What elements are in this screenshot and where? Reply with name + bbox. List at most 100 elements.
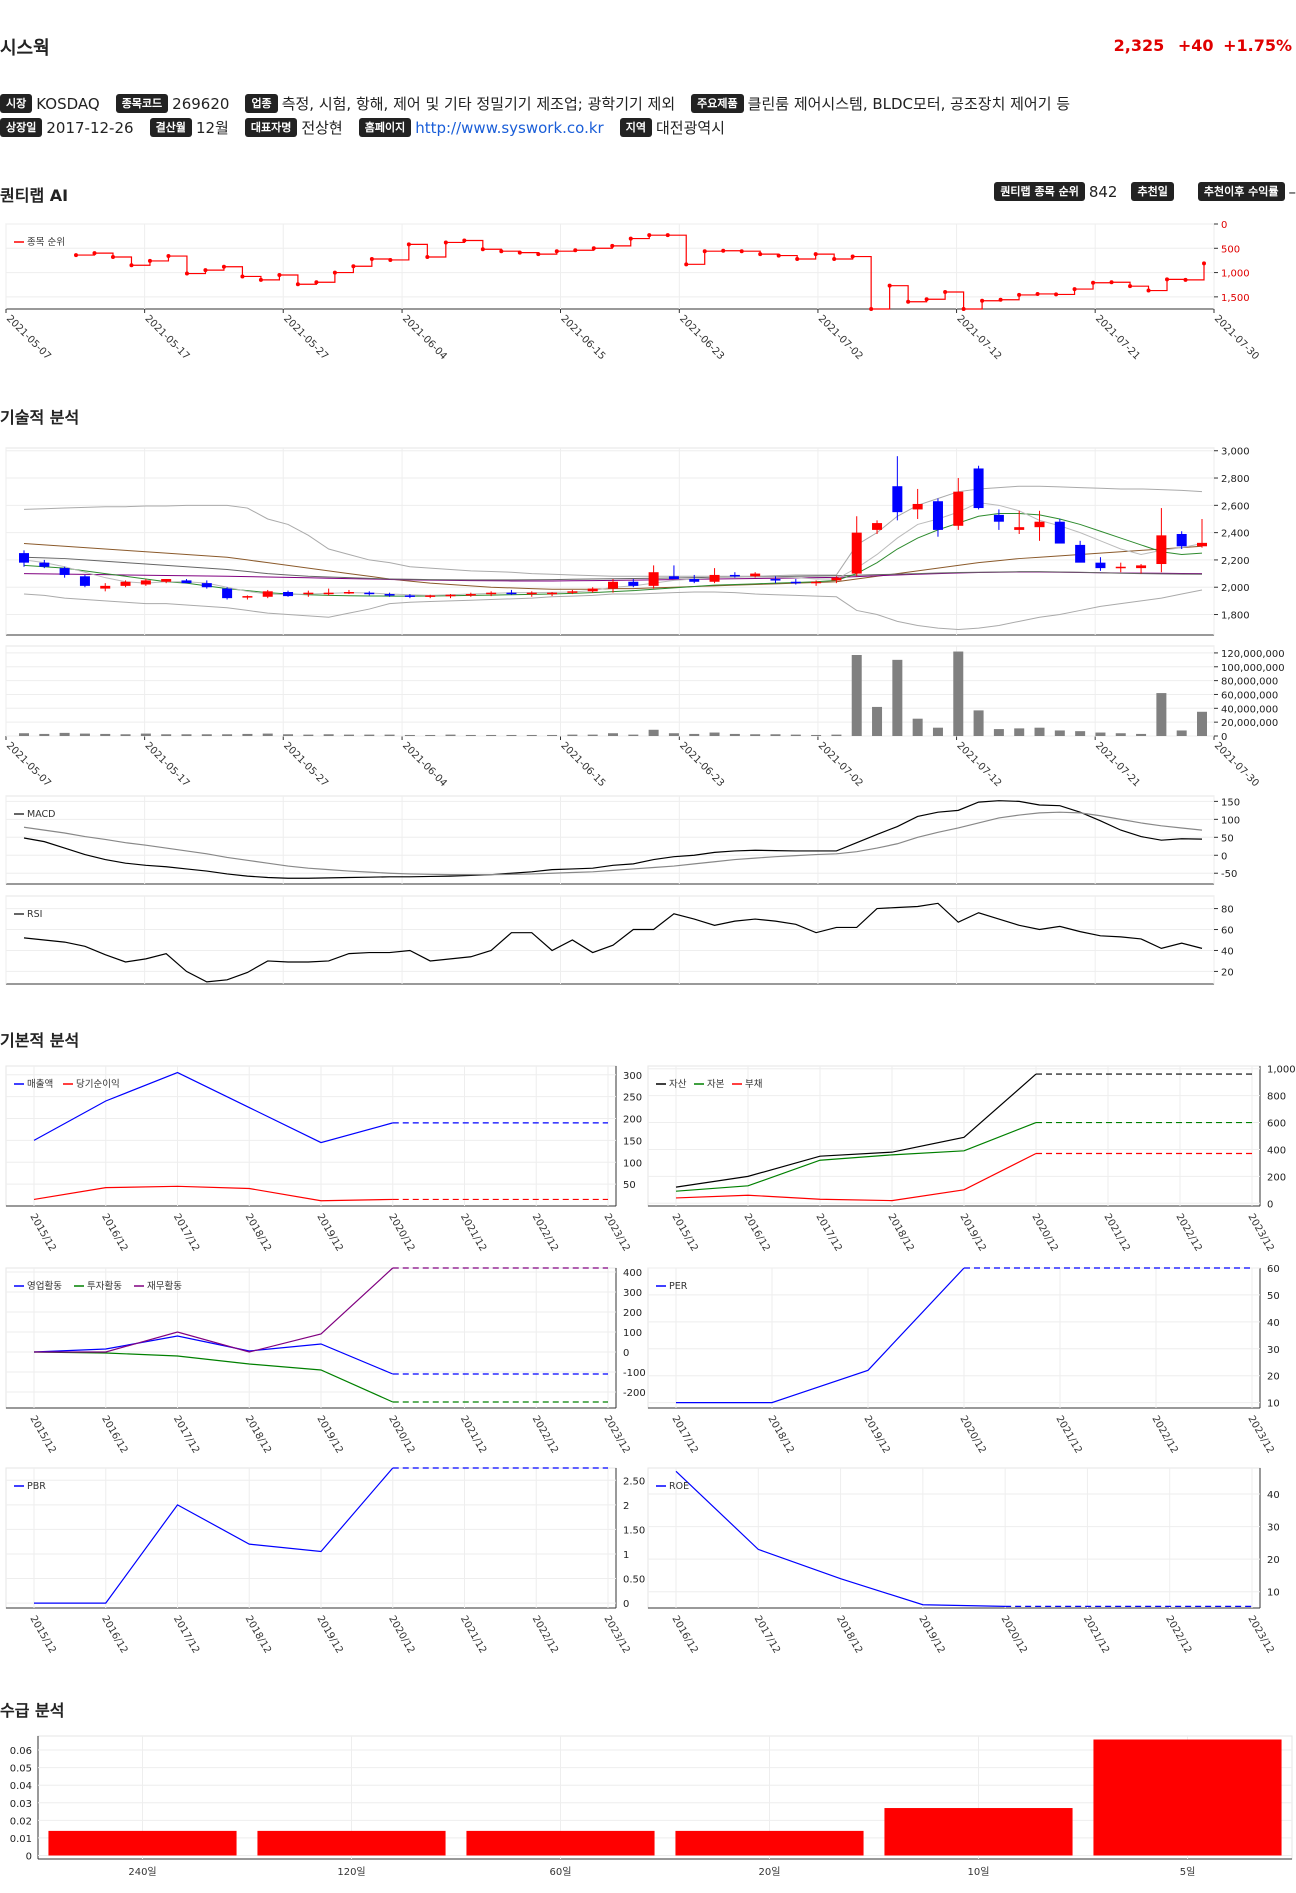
price-candle-body — [79, 576, 90, 586]
rsi-ytick-label: 60 — [1221, 926, 1234, 937]
rank-point — [906, 299, 911, 304]
macd-legend-label: MACD — [27, 809, 55, 820]
rank-point — [1091, 280, 1096, 285]
rank-ytick-label: 0 — [1221, 220, 1227, 231]
price-candle-body — [384, 594, 395, 596]
rank-point — [1035, 291, 1040, 296]
pbr-xtick-label: 2021/12 — [458, 1614, 488, 1655]
rank-point — [869, 307, 874, 311]
volume-ytick-label: 20,000,000 — [1221, 718, 1278, 729]
rank-point — [739, 249, 744, 254]
cashflow-영업활동-line — [33, 1335, 393, 1375]
rank-point — [980, 298, 985, 303]
roe-legend-label: ROE — [669, 1481, 689, 1492]
volume-bar — [1095, 732, 1106, 736]
per-xtick-label: 2022/12 — [1149, 1414, 1179, 1455]
price-candle-body — [1115, 566, 1126, 569]
supply-bar — [675, 1830, 864, 1856]
pbr-ytick-label: 0.50 — [623, 1575, 645, 1586]
price-change-pct: +1.75% — [1223, 36, 1292, 55]
price-candle-body — [425, 595, 436, 597]
supply-xtick-label: 120일 — [337, 1866, 365, 1878]
supply-ytick-label: 0.03 — [10, 1799, 32, 1810]
technical-title: 기술적 분석 — [0, 408, 80, 427]
roe-chart: 10 20 30 40 2016/12 2017/12 2018/12 2019/12 2020… — [647, 1467, 1280, 1655]
supply-xtick-label: 60일 — [550, 1866, 572, 1878]
volume-bar — [628, 734, 639, 736]
revenue-xtick-label: 2020/12 — [386, 1212, 416, 1253]
industry-value: 측정, 시험, 항해, 제어 및 기타 정밀기기 제조업; 광학기기 제외 — [281, 95, 676, 113]
rank-point — [647, 233, 652, 238]
revenue-ytick-label: 200 — [623, 1115, 642, 1126]
price-candle-body — [222, 588, 233, 599]
rank-ytick-label: 1,000 — [1221, 269, 1250, 280]
volume-xtick-label: 2021-07-21 — [1093, 740, 1142, 789]
industry-badge: 업종 — [245, 94, 278, 113]
supply-xtick-label: 5일 — [1180, 1866, 1196, 1878]
price-candle-body — [140, 580, 151, 585]
per-xtick-label: 2018/12 — [765, 1414, 795, 1455]
roe-ytick-label: 20 — [1267, 1555, 1280, 1566]
macd-ytick-label: 50 — [1221, 833, 1234, 844]
cashflow-ytick-label: 100 — [623, 1328, 642, 1339]
price-candle-body — [181, 580, 192, 584]
rsi-ytick-label: 20 — [1221, 967, 1234, 978]
supply-bar — [884, 1808, 1073, 1856]
pbr-ytick-label: 2.50 — [623, 1476, 645, 1487]
volume-bar — [1197, 711, 1207, 736]
volume-bar — [608, 733, 618, 736]
price-ytick-label: 2,200 — [1221, 556, 1250, 567]
rank-point — [425, 255, 430, 260]
stock-name: 시스웍 — [0, 38, 50, 59]
volume-ytick-label: 80,000,000 — [1221, 677, 1278, 688]
price-candle-body — [811, 581, 822, 584]
pbr-chart: 0 0.50 1 1.50 2 2.50 2015/12 2016/12 2017/12 2018… — [5, 1467, 645, 1655]
rank-xtick-label: 2021-07-30 — [1212, 313, 1261, 362]
rsi-legend-label: RSI — [27, 909, 42, 920]
cashflow-xtick-label: 2020/12 — [386, 1414, 416, 1455]
rank-point — [517, 250, 522, 255]
volume-bar — [1136, 733, 1147, 736]
price-candle-body — [161, 579, 172, 582]
price-candle-body — [567, 591, 578, 593]
rank-point — [369, 256, 374, 261]
pbr-xtick-label: 2018/12 — [243, 1614, 273, 1655]
revenue-ytick-label: 300 — [623, 1071, 642, 1082]
volume-bar — [993, 729, 1004, 736]
rank-point — [129, 263, 134, 268]
price-candle-body — [689, 579, 700, 582]
rank-point — [1072, 287, 1077, 292]
pbr-frame — [5, 1467, 617, 1609]
volume-bar — [1014, 728, 1025, 736]
rank-legend-label: 종목 순위 — [27, 236, 65, 248]
cashflow-ytick-label: -200 — [623, 1388, 646, 1399]
per-xtick-label: 2019/12 — [861, 1414, 891, 1455]
supply-chart: 0 0.01 0.02 0.03 0.04 0.05 0.06 240일 120일 60일 20일 1… — [10, 1735, 1293, 1878]
price-candle-body — [648, 572, 659, 586]
macd-chart: -50 0 50 100 150 MACD — [5, 795, 1240, 885]
rank-xtick-label: 2021-05-07 — [4, 313, 53, 362]
rank-point — [998, 297, 1003, 302]
per-frame — [647, 1267, 1261, 1409]
price-candle-body — [953, 491, 964, 526]
cashflow-legend-label: 투자활동 — [87, 1280, 122, 1292]
price-candle-body — [526, 592, 537, 595]
balance-ytick-label: 600 — [1267, 1119, 1286, 1130]
homepage-link[interactable]: http://www.syswork.co.kr — [415, 118, 604, 137]
volume-bar — [140, 733, 151, 736]
price-candle-body — [851, 532, 862, 574]
price-candle-body — [1176, 533, 1187, 547]
cashflow-xtick-label: 2021/12 — [458, 1414, 488, 1455]
pbr-ytick-label: 2 — [623, 1501, 629, 1512]
price-candle-body — [729, 574, 740, 577]
region-value: 대전광역시 — [655, 119, 725, 137]
balance-xtick-label: 2021/12 — [1101, 1212, 1131, 1253]
per-ytick-label: 50 — [1267, 1291, 1280, 1302]
price-candle-body — [242, 596, 253, 598]
rank-point — [776, 253, 781, 258]
rank-chart: 2021-05-07 2021-05-17 2021-05-27 2021-06-04… — [4, 220, 1261, 362]
volume-bar — [19, 733, 29, 736]
supply-xtick-label: 10일 — [968, 1866, 990, 1878]
revenue-당기순이익-line — [33, 1185, 393, 1202]
volume-chart: 2021-05-07 2021-05-17 2021-05-27 2021-06-04… — [4, 645, 1285, 789]
